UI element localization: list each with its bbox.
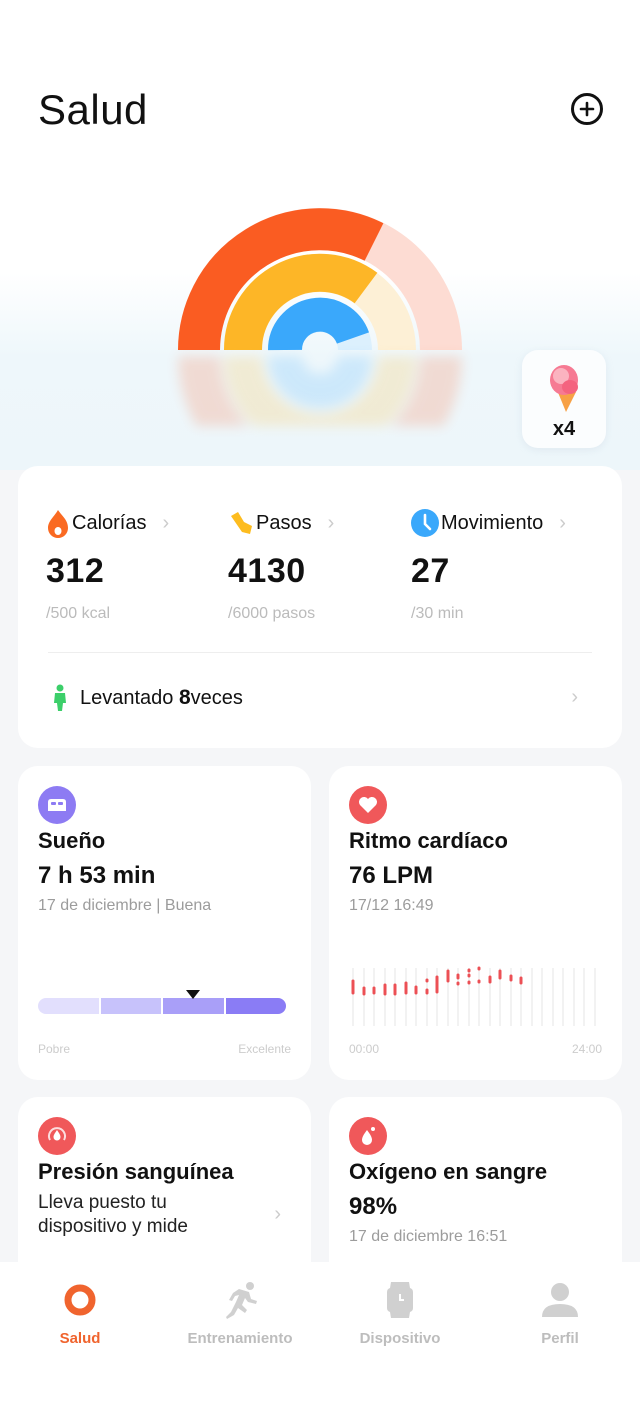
hint-line-2: dispositivo y mide [38,1216,188,1237]
bottom-tab-bar: Salud Entrenamiento Dispositivo Perfil [0,1262,640,1425]
sleep-quality-bar [38,998,286,1014]
page-title: Salud [38,86,148,133]
heart-sub: 17/12 16:49 [349,897,434,914]
stood-prefix: Levantado [80,686,179,709]
metric-goal: /6000 pasos [228,605,316,622]
running-icon [220,1280,260,1320]
chevron-right-icon: › [274,1203,281,1225]
tab-label: Perfil [541,1330,579,1347]
axis-right: 24:00 [571,1042,602,1056]
blood-pressure-title: Presión sanguínea [38,1159,234,1184]
blood-pressure-icon [38,1117,76,1155]
heart-rate-card[interactable]: Ritmo cardíaco 76 LPM 17/12 16:49 00:00 … [329,766,622,1080]
standing-person-icon [54,684,66,711]
tab-dispositivo[interactable]: Dispositivo [320,1262,480,1425]
add-button[interactable] [571,93,603,125]
stood-suffix: veces [190,686,243,709]
heart-title: Ritmo cardíaco [349,828,508,853]
chevron-right-icon: › [327,511,335,534]
metric-label: Movimiento [441,511,544,534]
activity-rings-gauge[interactable] [170,200,470,430]
tab-salud[interactable]: Salud [0,1262,160,1425]
profile-icon [540,1280,580,1320]
oxygen-sub: 17 de diciembre 16:51 [349,1228,508,1245]
stood-row[interactable]: Levantado 8 veces [52,684,243,712]
watch-icon [380,1280,420,1320]
oxygen-drop-icon [349,1117,387,1155]
plus-circle-icon [579,101,595,117]
metric-value: 4130 [228,552,306,590]
tab-label: Dispositivo [359,1330,441,1347]
chevron-right-icon: › [162,511,170,534]
chevron-right-icon: › [571,686,578,708]
axis-left: Pobre [38,1042,71,1056]
ice-cream-icon [550,365,578,412]
divider [48,652,592,653]
metric-calories[interactable]: Calorías › 312 /500 kcal [46,506,169,623]
reward-badge[interactable]: x4 [522,350,606,448]
metric-movement[interactable]: Movimiento › 27 /30 min [411,506,566,623]
oxygen-value: 98% [349,1193,398,1220]
tab-perfil[interactable]: Perfil [480,1262,640,1425]
sleep-sub: 17 de diciembre | Buena [38,897,212,914]
tab-label: Salud [59,1330,101,1347]
stood-count: 8 [178,686,191,709]
flame-icon [48,510,68,538]
tab-label: Entrenamiento [187,1330,293,1347]
metric-steps[interactable]: Pasos › 4130 /6000 pasos [228,506,334,623]
heart-value: 76 LPM [349,862,434,889]
oxygen-title: Oxígeno en sangre [349,1159,548,1184]
tab-entrenamiento[interactable]: Entrenamiento [160,1262,320,1425]
metric-value: 312 [46,552,105,590]
gauge-reflection [178,356,462,426]
activity-summary-card: Calorías › 312 /500 kcal Pasos › 4130 /6… [18,466,622,748]
axis-left: 00:00 [349,1042,380,1056]
bed-icon [38,786,76,824]
clock-icon [411,509,439,537]
metric-goal: /500 kcal [46,605,111,622]
shoe-icon [231,512,252,534]
heart-rate-chart [351,966,596,1026]
metric-goal: /30 min [411,605,464,622]
health-ring-icon [60,1280,100,1320]
sleep-card[interactable]: Sueño 7 h 53 min 17 de diciembre | Buena… [18,766,311,1080]
sleep-value: 7 h 53 min [38,862,156,889]
chevron-right-icon: › [559,511,566,534]
metric-label: Calorías [72,511,147,534]
sleep-title: Sueño [38,828,106,853]
blood-pressure-hint: Lleva puesto tu dispositivo y mide [38,1191,188,1239]
heart-icon [349,786,387,824]
sleep-marker-icon [186,990,200,999]
axis-right: Excelente [238,1042,291,1056]
hint-line-1: Lleva puesto tu [38,1192,167,1213]
metric-value: 27 [411,552,450,590]
metric-label: Pasos [256,511,312,534]
reward-count: x4 [552,418,576,440]
